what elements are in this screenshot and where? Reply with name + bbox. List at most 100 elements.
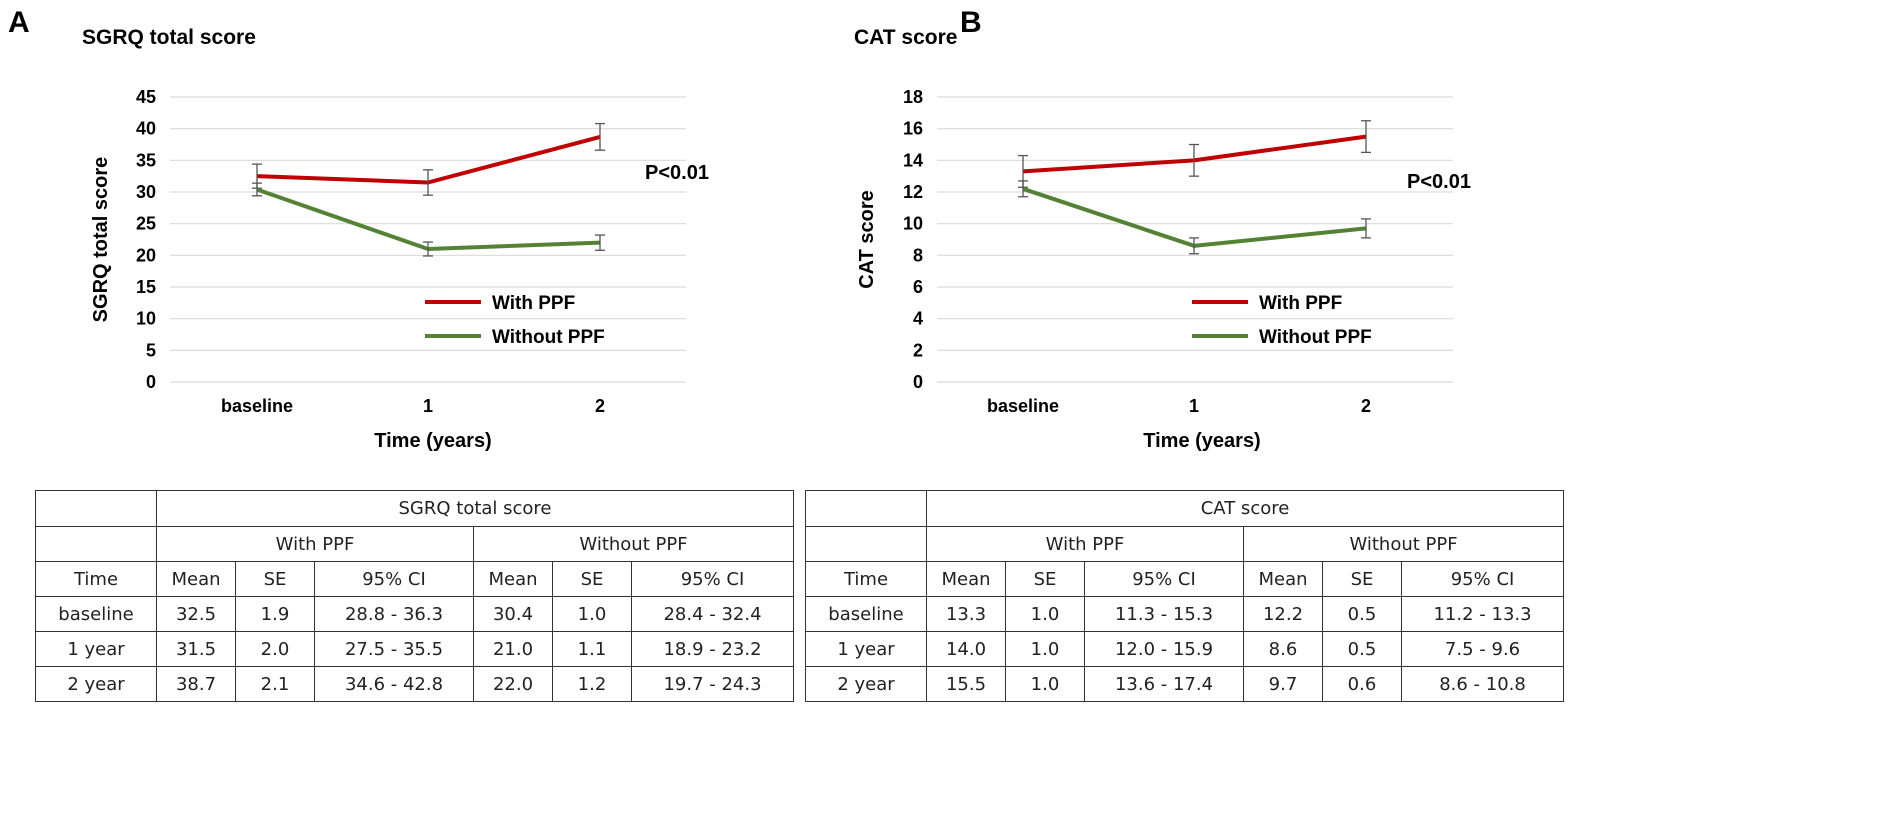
table-title-cell: CAT score: [925, 490, 1565, 527]
x-tick-label: 1: [1189, 396, 1199, 416]
table-cell: 8.6: [1243, 631, 1323, 667]
y-tick-label: 2: [913, 340, 923, 360]
x-tick-label: baseline: [221, 396, 293, 416]
table-cell: 30.4: [473, 596, 553, 632]
table-cell: 28.4 - 32.4: [631, 596, 794, 632]
table-cell: baseline: [805, 596, 927, 632]
table-title-cell: SGRQ total score: [156, 490, 794, 527]
table-cell: 2.1: [235, 666, 315, 702]
panel-a-chart: SGRQ total score 0 5 10 15 20 25 30 35 40 45 SGRQ t…: [82, 26, 709, 452]
table-row: baseline 13.3 1.0 11.3 - 15.3 12.2 0.5 1…: [805, 596, 1565, 632]
table-cell: 0.5: [1322, 631, 1402, 667]
table-column-header: SE: [235, 561, 315, 597]
y-tick-label: 20: [136, 245, 156, 265]
y-tick-label: 12: [903, 182, 923, 202]
panel-b-letter: B: [960, 6, 982, 39]
table-cell: 9.7: [1243, 666, 1323, 702]
table-column-header: Mean: [926, 561, 1006, 597]
y-tick-label: 6: [913, 277, 923, 297]
table-cell: 18.9 - 23.2: [631, 631, 794, 667]
table-cell: 11.2 - 13.3: [1400, 596, 1565, 632]
table-cell: 22.0: [473, 666, 553, 702]
y-tick-label: 16: [903, 119, 923, 139]
table-row: 1 year 14.0 1.0 12.0 - 15.9 8.6 0.5 7.5 …: [805, 631, 1565, 667]
table-column-header: Mean: [473, 561, 553, 597]
y-tick-label: 15: [136, 277, 156, 297]
table-cell: 34.6 - 42.8: [314, 666, 474, 702]
table-cell: 1.0: [552, 596, 632, 632]
table-cell: 12.2: [1243, 596, 1323, 632]
legend-label: With PPF: [1259, 293, 1342, 314]
table-cell: 8.6 - 10.8: [1400, 666, 1565, 702]
table-row: 2 year 15.5 1.0 13.6 - 17.4 9.7 0.6 8.6 …: [805, 666, 1565, 702]
table-column-header: Time: [35, 561, 157, 597]
table-cell: 27.5 - 35.5: [314, 631, 474, 667]
table-column-header: 95% CI: [314, 561, 474, 597]
panel-a-letter: A: [8, 6, 30, 39]
table-cell: 1.9: [235, 596, 315, 632]
table-cell: 2 year: [805, 666, 927, 702]
table-cell: 13.6 - 17.4: [1084, 666, 1244, 702]
table-cell: 2.0: [235, 631, 315, 667]
y-tick-label: 25: [136, 214, 156, 234]
table-cell: 19.7 - 24.3: [631, 666, 794, 702]
y-tick-label: 5: [146, 340, 156, 360]
legend-label: Without PPF: [1259, 327, 1372, 348]
y-tick-label: 30: [136, 182, 156, 202]
table-corner-cell: [805, 490, 927, 527]
table-row: 2 year 38.7 2.1 34.6 - 42.8 22.0 1.2 19.…: [35, 666, 794, 702]
table-cell: 13.3: [926, 596, 1006, 632]
table-group-header: Without PPF: [473, 526, 794, 562]
table-column-header: 95% CI: [631, 561, 794, 597]
y-tick-label: 10: [136, 309, 156, 329]
table-group-header: With PPF: [926, 526, 1244, 562]
x-axis-label: Time (years): [1143, 430, 1260, 452]
table-cell: 31.5: [156, 631, 236, 667]
table-cell: 1 year: [35, 631, 157, 667]
table-cell: baseline: [35, 596, 157, 632]
p-value-annotation: P<0.01: [1407, 171, 1471, 193]
y-tick-label: 10: [903, 214, 923, 234]
table-corner-cell: [35, 526, 157, 562]
table-cell: 1 year: [805, 631, 927, 667]
x-axis-label: Time (years): [374, 430, 491, 452]
table-cell: 15.5: [926, 666, 1006, 702]
table-corner-cell: [805, 526, 927, 562]
table-column-header: SE: [1005, 561, 1085, 597]
y-tick-label: 18: [903, 87, 923, 107]
table-column-header: Mean: [1243, 561, 1323, 597]
table-column-header: 95% CI: [1400, 561, 1565, 597]
y-tick-label: 40: [136, 119, 156, 139]
table-cell: 0.5: [1322, 596, 1402, 632]
table-row: baseline 32.5 1.9 28.8 - 36.3 30.4 1.0 2…: [35, 596, 794, 632]
p-value-annotation: P<0.01: [645, 162, 709, 184]
y-axis-label: SGRQ total score: [90, 157, 112, 323]
table-cell: 1.0: [1005, 666, 1085, 702]
y-tick-label: 45: [136, 87, 156, 107]
table-corner-cell: [35, 490, 157, 527]
table-cell: 28.8 - 36.3: [314, 596, 474, 632]
table-column-header: 95% CI: [1084, 561, 1244, 597]
table-cell: 0.6: [1322, 666, 1402, 702]
y-tick-label: 14: [903, 150, 923, 170]
table-cell: 11.3 - 15.3: [1084, 596, 1244, 632]
legend-label: With PPF: [492, 293, 575, 314]
table-cell: 14.0: [926, 631, 1006, 667]
table-cell: 32.5: [156, 596, 236, 632]
table-group-header: Without PPF: [1242, 526, 1565, 562]
chart-title: SGRQ total score: [82, 26, 256, 49]
x-tick-label: 1: [423, 396, 433, 416]
table-column-header: SE: [552, 561, 632, 597]
table-column-header: Mean: [156, 561, 236, 597]
table-column-header: Time: [805, 561, 927, 597]
y-tick-label: 35: [136, 150, 156, 170]
x-tick-label: baseline: [987, 396, 1059, 416]
panel-a-table: SGRQ total score With PPF Without PPF Ti…: [35, 490, 794, 702]
table-cell: 1.0: [1005, 631, 1085, 667]
table-row: 1 year 31.5 2.0 27.5 - 35.5 21.0 1.1 18.…: [35, 631, 794, 667]
x-tick-label: 2: [1361, 396, 1371, 416]
y-tick-label: 0: [913, 372, 923, 392]
table-cell: 2 year: [35, 666, 157, 702]
table-cell: 1.2: [552, 666, 632, 702]
